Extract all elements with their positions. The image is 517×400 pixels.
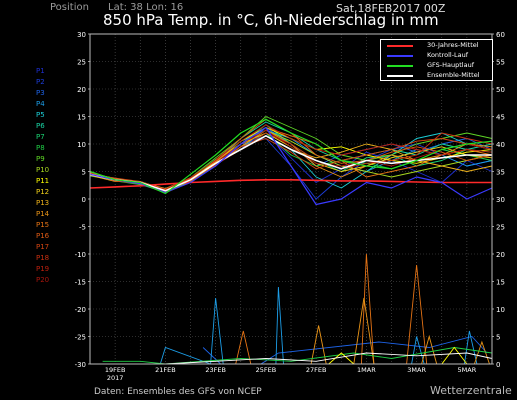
y2-tick-label: 40 (496, 141, 505, 149)
brand-label: Wetterzentrale (430, 384, 512, 397)
precip-trace (235, 253, 428, 365)
member-label: P14 (36, 210, 50, 218)
member-label: P8 (36, 144, 45, 152)
y2-tick-label: 0 (496, 361, 500, 369)
x-tick-label: 23FEB (205, 366, 226, 374)
member-label: P15 (36, 221, 50, 229)
grid (90, 33, 492, 365)
y-tick-label: -5 (79, 224, 86, 232)
position-label: Position (50, 2, 89, 13)
y-tick-label: -10 (75, 251, 86, 259)
y2-tick-label: 50 (496, 86, 505, 94)
y-tick-label: 5 (82, 169, 86, 177)
precip-trace (165, 352, 493, 365)
member-label: P12 (36, 188, 50, 196)
legend-swatch-gfs (387, 65, 413, 67)
legend-swatch-30yr (387, 45, 413, 47)
y-tick-label: -25 (75, 334, 86, 342)
y2-tick-label: 5 (496, 334, 500, 342)
y-tick-label: 20 (77, 86, 86, 94)
y-tick-label: 0 (82, 196, 86, 204)
legend-label: 30-Jahres-Mittel (427, 41, 479, 49)
y2-tick-label: 20 (496, 251, 505, 259)
member-label: P6 (36, 122, 45, 130)
y-tick-label: -20 (75, 306, 86, 314)
series-lines (89, 116, 493, 206)
y-tick-label: 15 (77, 114, 86, 122)
member-label: P20 (36, 276, 50, 284)
member-label: P19 (36, 265, 50, 273)
legend-item: GFS-Hauptlauf (381, 61, 492, 70)
precip-bars (102, 253, 493, 365)
y2-tick-label: 55 (496, 59, 505, 67)
series-line (89, 124, 493, 190)
legend-item: 30-Jahres-Mittel (381, 41, 492, 50)
series-line (89, 118, 493, 195)
legend: 30-Jahres-Mittel Kontroll-Lauf GFS-Haupt… (380, 39, 493, 81)
member-label: P11 (36, 177, 50, 185)
x-tick-label: 3MAR (407, 366, 426, 374)
legend-label: Kontroll-Lauf (427, 51, 469, 59)
x-tick-label: 5MAR (458, 366, 477, 374)
member-label: P17 (36, 243, 50, 251)
precip-trace (310, 297, 490, 365)
y2-tick-label: 35 (496, 169, 505, 177)
y-tick-label: 30 (77, 31, 86, 39)
model-run-label: Sat,18FEB2017 00Z (336, 2, 446, 15)
member-label: P10 (36, 166, 50, 174)
member-label: P4 (36, 100, 45, 108)
x-tick-label: 27FEB (306, 366, 327, 374)
latlon-readout: Lat: 38 Lon: 16 (108, 2, 184, 13)
axes: -30 -25 -20 -15 -10 -5 0 5 10 15 20 25 30 0 5 10 15 20 25 3… (75, 31, 505, 382)
series-line (89, 135, 492, 192)
y2-tick-label: 15 (496, 279, 505, 287)
y2-tick-label: 25 (496, 224, 505, 232)
x-tick-label: 19FEB (105, 366, 126, 374)
x-tick-label: 21FEB (155, 366, 176, 374)
member-label: P7 (36, 133, 45, 141)
legend-swatch-ensemble (387, 75, 413, 77)
x-tick-label: 1MAR (357, 366, 376, 374)
legend-label: Ensemble-Mittel (427, 71, 480, 79)
member-label: P13 (36, 199, 50, 207)
member-label: P1 (36, 67, 45, 75)
legend-swatch-control (387, 55, 413, 57)
y-tick-label: -15 (75, 279, 86, 287)
legend-label: GFS-Hauptlauf (427, 61, 474, 69)
y-tick-label: 10 (77, 141, 86, 149)
member-label: P5 (36, 111, 45, 119)
y-tick-label: -30 (75, 361, 86, 369)
y-tick-label: 25 (77, 59, 86, 67)
legend-item: Kontroll-Lauf (381, 51, 492, 60)
data-source-note: Daten: Ensembles des GFS von NCEP (94, 387, 262, 397)
member-list: P1 P2 P3 P4 P5 P6 P7 P8 P9 P10 P11 P12 P13 P14 P15 P16 P… (36, 66, 49, 286)
member-label: P16 (36, 232, 50, 240)
member-label: P3 (36, 89, 45, 97)
member-label: P9 (36, 155, 45, 163)
member-label: P2 (36, 78, 45, 86)
member-label: P18 (36, 254, 50, 262)
x-tick-label: 25FEB (256, 366, 277, 374)
chart-title: 850 hPa Temp. in °C, 6h-Niederschlag in … (103, 11, 439, 29)
precip-trace (102, 347, 493, 365)
y2-tick-label: 45 (496, 114, 505, 122)
series-line (89, 179, 492, 189)
y2-tick-label: 10 (496, 306, 505, 314)
legend-item: Ensemble-Mittel (381, 71, 492, 80)
x-tick-sublabel: 2017 (107, 374, 124, 382)
y2-tick-label: 30 (496, 196, 505, 204)
y2-tick-label: 60 (496, 31, 505, 39)
